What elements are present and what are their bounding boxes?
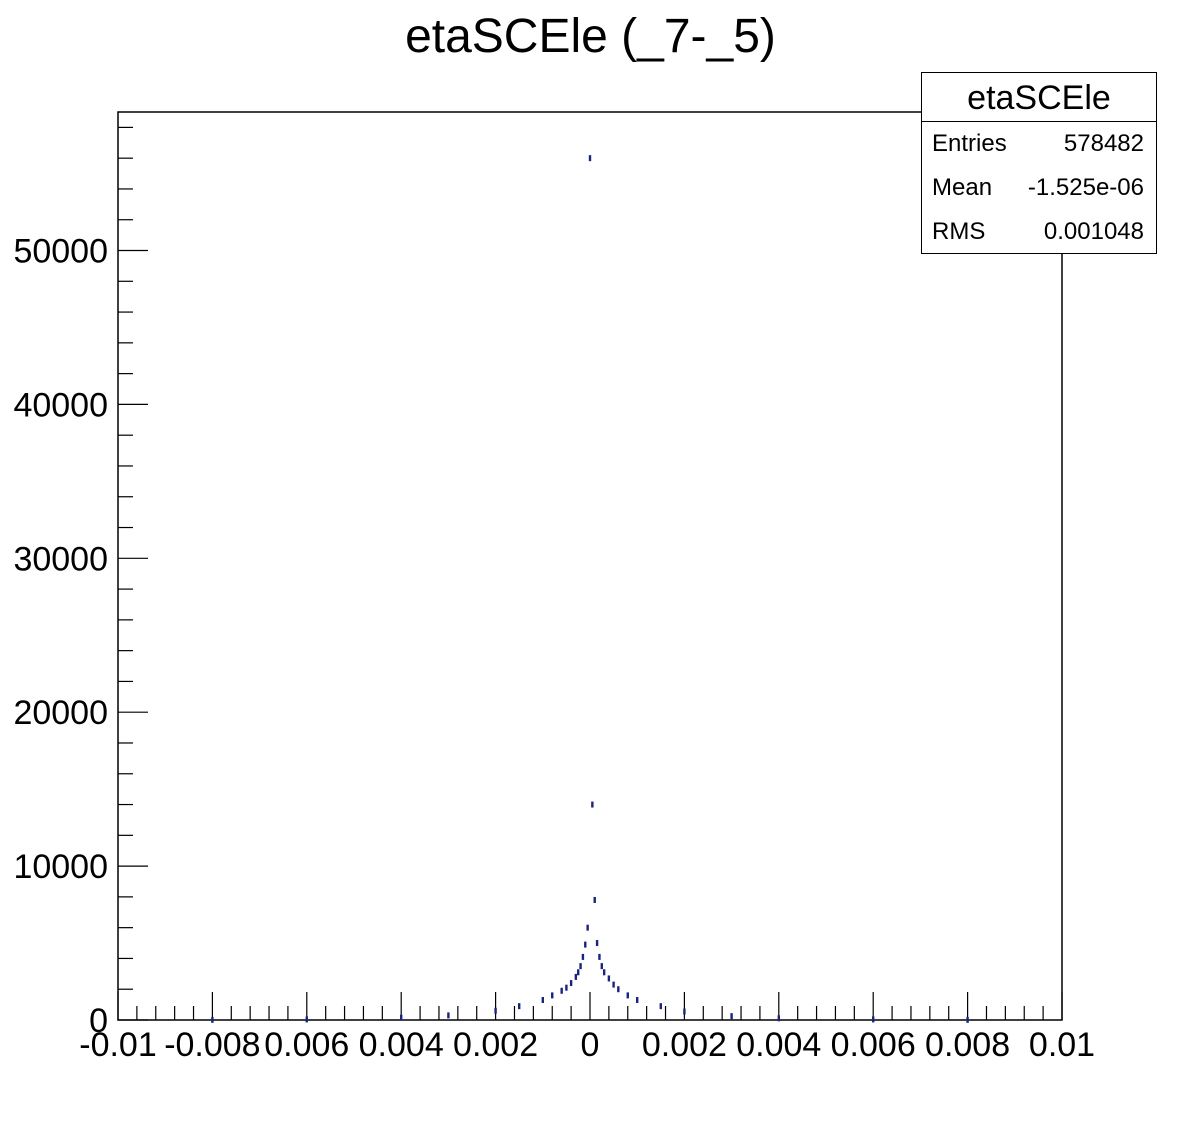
x-tick-label: 0.006 <box>264 1026 349 1064</box>
data-point <box>518 1003 521 1010</box>
data-point <box>551 992 554 999</box>
data-point <box>494 1007 497 1014</box>
data-point <box>600 963 603 970</box>
data-point <box>595 940 599 947</box>
stats-box: etaSCEle Entries 578482 Mean -1.525e-06 … <box>921 72 1157 254</box>
x-tick-label: 0 <box>581 1026 600 1064</box>
data-point <box>588 155 592 162</box>
data-point <box>400 1014 403 1021</box>
x-tick-label: 0.004 <box>359 1026 444 1064</box>
data-point <box>966 1016 969 1023</box>
data-point <box>577 969 580 976</box>
data-point <box>541 996 544 1003</box>
data-point <box>305 1016 308 1023</box>
data-point <box>579 963 582 970</box>
data-point <box>584 941 587 948</box>
stats-label: Entries <box>932 130 1007 157</box>
x-tick-label: 0.01 <box>1029 1026 1095 1064</box>
data-point <box>612 981 615 988</box>
stats-row-rms: RMS 0.001048 <box>922 210 1156 254</box>
stats-value: 578482 <box>1063 130 1144 157</box>
data-point <box>574 973 578 980</box>
x-tick-label: 0.002 <box>453 1026 538 1064</box>
data-point <box>602 969 606 976</box>
data-point <box>593 896 596 903</box>
chart-title: etaSCEle (_7-_5) <box>405 10 776 63</box>
stats-label: RMS <box>932 218 986 245</box>
data-point <box>872 1016 875 1023</box>
stats-value: 0.001048 <box>1043 218 1144 245</box>
data-point <box>569 980 573 987</box>
data-point <box>683 1008 686 1015</box>
data-point <box>211 1016 214 1023</box>
data-point <box>581 953 585 960</box>
data-point <box>730 1013 733 1020</box>
stats-row-entries: Entries 578482 <box>922 122 1156 166</box>
data-points <box>211 155 969 1023</box>
data-point <box>607 975 611 982</box>
y-tick-label: 0 <box>89 1002 108 1040</box>
data-point <box>586 924 589 931</box>
x-tick-label: -0.01 <box>79 1026 157 1064</box>
y-tick-label: 40000 <box>13 386 108 424</box>
y-tick-label: 30000 <box>13 540 108 578</box>
stats-value: -1.525e-06 <box>1027 174 1144 201</box>
x-tick-label: -0.008 <box>164 1026 260 1064</box>
data-point <box>598 953 601 960</box>
y-tick-labels: 0 10000 20000 30000 40000 50000 <box>13 233 108 1040</box>
y-tick-label: 50000 <box>13 233 108 271</box>
stats-label: Mean <box>932 174 993 201</box>
x-tick-label: 0.004 <box>736 1026 821 1064</box>
data-point <box>565 984 568 991</box>
data-point <box>591 801 594 808</box>
data-point <box>777 1015 780 1022</box>
x-tick-labels: -0.01 -0.008 0.006 0.004 0.002 0 0.002 0.004 0.0… <box>79 1026 1095 1064</box>
data-point <box>560 987 563 994</box>
y-tick-label: 10000 <box>13 848 108 886</box>
data-point <box>617 986 620 993</box>
data-point <box>659 1003 662 1010</box>
axis-ticks <box>117 126 1063 1021</box>
x-tick-label: 0.006 <box>831 1026 916 1064</box>
x-tick-label: 0.008 <box>925 1026 1010 1064</box>
data-point <box>636 996 639 1003</box>
x-tick-label: 0.002 <box>642 1026 727 1064</box>
y-tick-label: 20000 <box>13 694 108 732</box>
stats-row-mean: Mean -1.525e-06 <box>922 166 1156 210</box>
data-point <box>447 1012 450 1019</box>
data-point <box>626 992 629 999</box>
stats-title: etaSCEle <box>922 73 1156 122</box>
